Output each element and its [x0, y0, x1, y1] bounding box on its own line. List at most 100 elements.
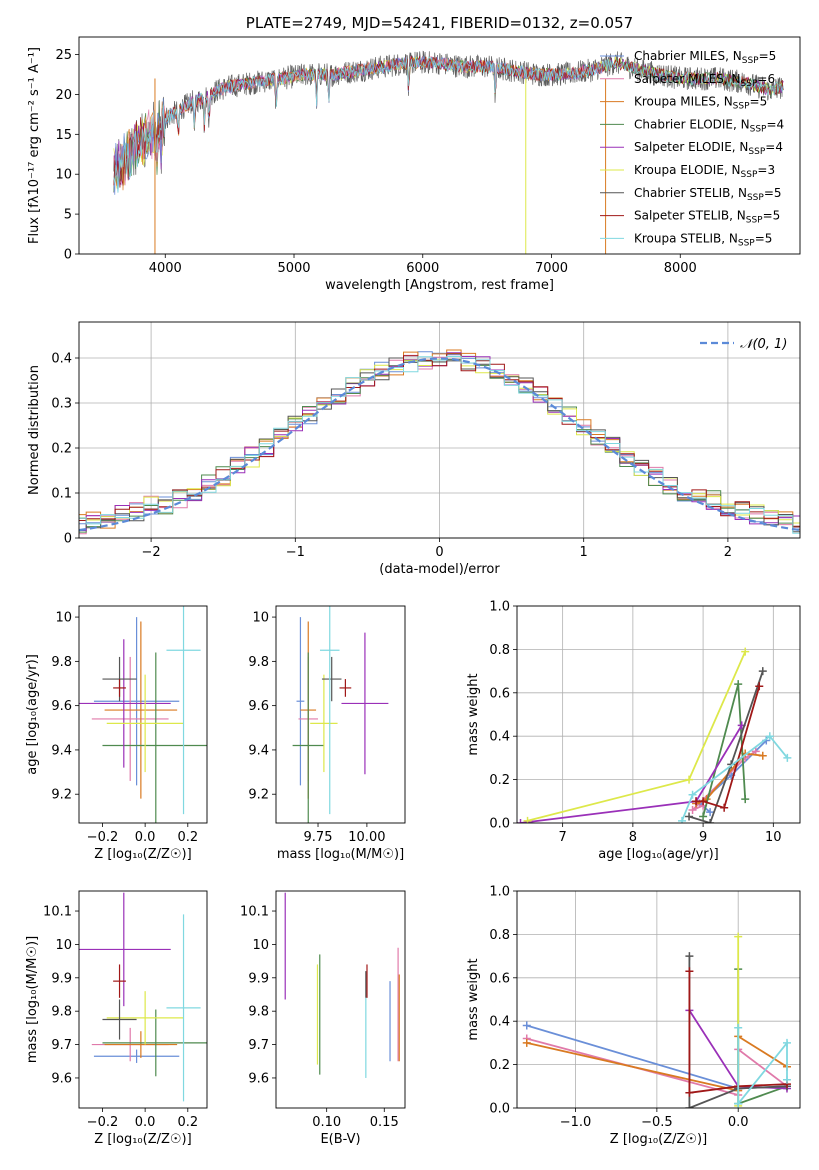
x-axis-label: Z [log₁₀(Z/Z☉)] [610, 1132, 707, 1147]
weight-marker [706, 819, 715, 823]
y-tick-label: 0.4 [489, 1015, 510, 1030]
weight-line [688, 670, 764, 823]
x-tick-label: 0.2 [177, 1115, 198, 1130]
histogram-step [79, 353, 800, 527]
legend: Chabrier MILES, NSSP=5 Salpeter MILES, NS… [600, 49, 784, 248]
x-tick-label: 10 [765, 830, 782, 845]
legend-label: Kroupa STELIB, NSSP=5 [634, 231, 772, 248]
y-tick-label: 10 [55, 611, 72, 626]
weight-marker [685, 1104, 694, 1108]
y-tick-label: 15 [55, 128, 72, 143]
x-tick-label: 4000 [149, 261, 182, 276]
axes-frame [78, 605, 208, 824]
weight-marker [783, 753, 792, 762]
y-tick-label: 20 [55, 88, 72, 103]
spectrum-line [113, 55, 784, 188]
y-tick-label: 10 [252, 611, 269, 626]
y-axis-label: mass [log₁₀(M/M☉)] [25, 936, 40, 1063]
panel-weight-vs-age: 7 8 9 10 0.0 0.2 0.4 0.6 0.8 1.0 age [log₁₀(age/yr… [466, 600, 801, 862]
x-axis-label: Z [log₁₀(Z/Z☉)] [94, 847, 191, 862]
y-tick-label: 9.8 [248, 1005, 269, 1020]
weight-marker [734, 932, 743, 941]
weight-marker [522, 1038, 531, 1047]
plot-area [113, 50, 784, 254]
y-axis-label: mass weight [466, 958, 481, 1040]
panel-mass-vs-Z: −0.2 0.0 0.2 9.6 9.7 9.8 9.9 10 10.1 Z [log₁₀(Z/Z… [25, 890, 208, 1147]
weight-marker [517, 819, 525, 823]
legend-label: Chabrier ELODIE, NSSP=4 [634, 117, 784, 134]
plot-area [292, 606, 389, 823]
legend-label: Salpeter STELIB, NSSP=5 [634, 209, 780, 226]
y-tick-label: 5 [64, 208, 72, 223]
weight-marker [765, 732, 774, 741]
axes-frame [275, 605, 406, 824]
y-tick-label: 9.8 [51, 655, 72, 670]
y-tick-label: 0.2 [489, 773, 510, 788]
x-tick-label: 2 [724, 545, 732, 560]
y-tick-label: 10 [55, 168, 72, 183]
x-tick-label: 0.0 [728, 1115, 749, 1130]
weight-marker [755, 682, 764, 691]
y-tick-label: 0.4 [489, 730, 510, 745]
x-tick-label: 7 [559, 830, 567, 845]
x-tick-label: 0.10 [312, 1115, 341, 1130]
y-tick-label: 0.6 [489, 686, 510, 701]
x-axis-label: mass [log₁₀(M/M☉)] [277, 847, 404, 862]
x-tick-label: 1 [580, 545, 588, 560]
legend-label: Kroupa ELODIE, NSSP=3 [634, 163, 775, 180]
weight-marker [758, 751, 767, 760]
y-axis-label: mass weight [466, 673, 481, 755]
y-tick-label: 9.6 [248, 1071, 269, 1086]
weight-marker [692, 797, 701, 806]
y-tick-label: 0.2 [51, 442, 72, 457]
weight-line [737, 1027, 788, 1107]
weight-marker [678, 816, 687, 823]
weight-marker [685, 952, 694, 961]
panel-age-vs-mass: 9.75 10.00 9.2 9.4 9.6 9.8 10 mass [log₁₀(M/M☉)… [248, 605, 406, 862]
x-tick-label: −2 [142, 545, 161, 560]
weight-marker [685, 775, 694, 784]
x-axis-label: age [log₁₀(age/yr)] [598, 847, 719, 862]
y-tick-label: 9.9 [248, 971, 269, 986]
y-tick-label: 9.6 [51, 1071, 72, 1086]
legend-label: Salpeter MILES, NSSP=6 [634, 72, 775, 89]
y-tick-label: 0.4 [51, 352, 72, 367]
weight-marker [685, 812, 694, 821]
y-tick-label: 9.2 [51, 788, 72, 803]
x-tick-label: −1 [286, 545, 305, 560]
y-tick-label: 1.0 [489, 600, 510, 615]
x-tick-label: 0.0 [135, 1115, 156, 1130]
axes-frame [78, 36, 801, 255]
weight-line [681, 734, 789, 822]
x-tick-label: 6000 [406, 261, 439, 276]
y-tick-label: 9.4 [248, 743, 269, 758]
plot-area [79, 606, 207, 823]
y-tick-label: 9.6 [248, 699, 269, 714]
weight-marker [685, 1088, 694, 1097]
spectrum-line [113, 56, 784, 193]
y-tick-label: 9.2 [248, 788, 269, 803]
axes-frame [78, 321, 801, 539]
weight-marker [782, 1075, 791, 1084]
weight-marker [706, 808, 715, 817]
weight-line [737, 969, 788, 1105]
histogram-step [79, 357, 800, 533]
weight-marker [734, 680, 743, 689]
x-tick-label: 9.75 [304, 830, 333, 845]
y-tick-label: 10.1 [240, 905, 269, 920]
x-axis-label: E(B-V) [320, 1132, 360, 1147]
y-tick-label: 10.1 [43, 905, 72, 920]
panel-spectrum: 4000 5000 6000 7000 8000 0 5 10 15 20 25 wavelength… [27, 14, 801, 293]
y-tick-label: 0.0 [489, 817, 510, 832]
weight-marker [699, 797, 708, 806]
weight-marker [734, 1023, 743, 1032]
x-tick-label: 8000 [664, 261, 697, 276]
weight-marker [720, 803, 729, 812]
y-tick-label: 0.1 [51, 487, 72, 502]
y-tick-label: 0 [64, 248, 72, 263]
y-tick-label: 0.3 [51, 397, 72, 412]
weight-marker [741, 795, 750, 804]
y-tick-label: 9.9 [51, 971, 72, 986]
weight-marker [688, 790, 697, 799]
